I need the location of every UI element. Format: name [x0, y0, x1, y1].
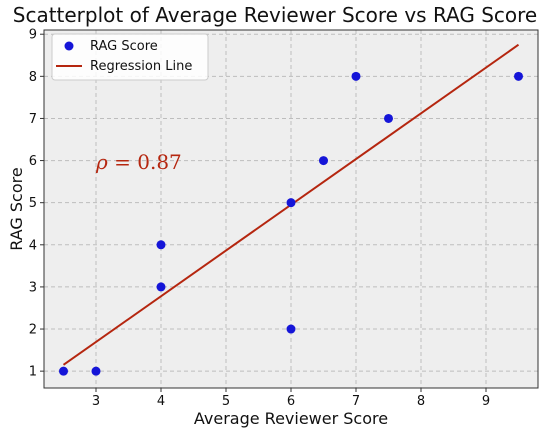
scatter-point [514, 71, 523, 81]
scatter-point [286, 198, 296, 208]
y-tick-label: 2 [29, 323, 37, 338]
scatter-point [156, 240, 166, 250]
scatter-point [59, 366, 68, 376]
scatter-point [156, 282, 166, 292]
legend: RAG Score Regression Line [51, 33, 209, 81]
x-tick-label: 6 [287, 394, 295, 409]
y-tick-label: 6 [29, 154, 37, 169]
x-tick-label: 5 [222, 394, 230, 409]
legend-marker-rag-score [64, 41, 74, 51]
y-tick-label: 5 [29, 196, 37, 211]
x-tick-label: 8 [417, 394, 425, 409]
x-axis-label: Average Reviewer Score [194, 409, 388, 428]
x-ticks: 3 4 5 6 7 8 9 [92, 388, 490, 409]
legend-label-rag-score: RAG Score [90, 39, 158, 54]
y-axis-label: RAG Score [7, 167, 26, 250]
legend-box [51, 33, 209, 81]
x-tick-label: 7 [352, 394, 360, 409]
rho-value: = 0.87 [108, 150, 182, 174]
data-series [59, 43, 523, 376]
y-tick-label: 1 [29, 365, 37, 380]
y-tick-label: 4 [29, 238, 37, 253]
y-tick-label: 8 [29, 70, 37, 85]
chart-title: Scatterplot of Average Reviewer Score vs… [13, 3, 537, 27]
y-ticks: 1 2 3 4 5 6 7 8 9 [29, 28, 44, 380]
scatter-point [286, 324, 296, 334]
scatter-point [319, 156, 328, 166]
correlation-annotation: ρ = 0.87 [95, 150, 182, 174]
scatter-point [351, 71, 361, 81]
y-tick-label: 9 [29, 28, 37, 43]
plot-frame [43, 29, 539, 389]
y-tick-label: 3 [29, 280, 37, 295]
x-tick-label: 9 [482, 394, 490, 409]
scatter-point [91, 366, 101, 376]
x-tick-label: 4 [157, 394, 165, 409]
x-tick-label: 3 [92, 394, 100, 409]
scatter-point [384, 113, 393, 123]
y-tick-label: 7 [29, 112, 37, 127]
legend-label-regression-line: Regression Line [90, 59, 192, 74]
rho-symbol: ρ [95, 150, 108, 174]
